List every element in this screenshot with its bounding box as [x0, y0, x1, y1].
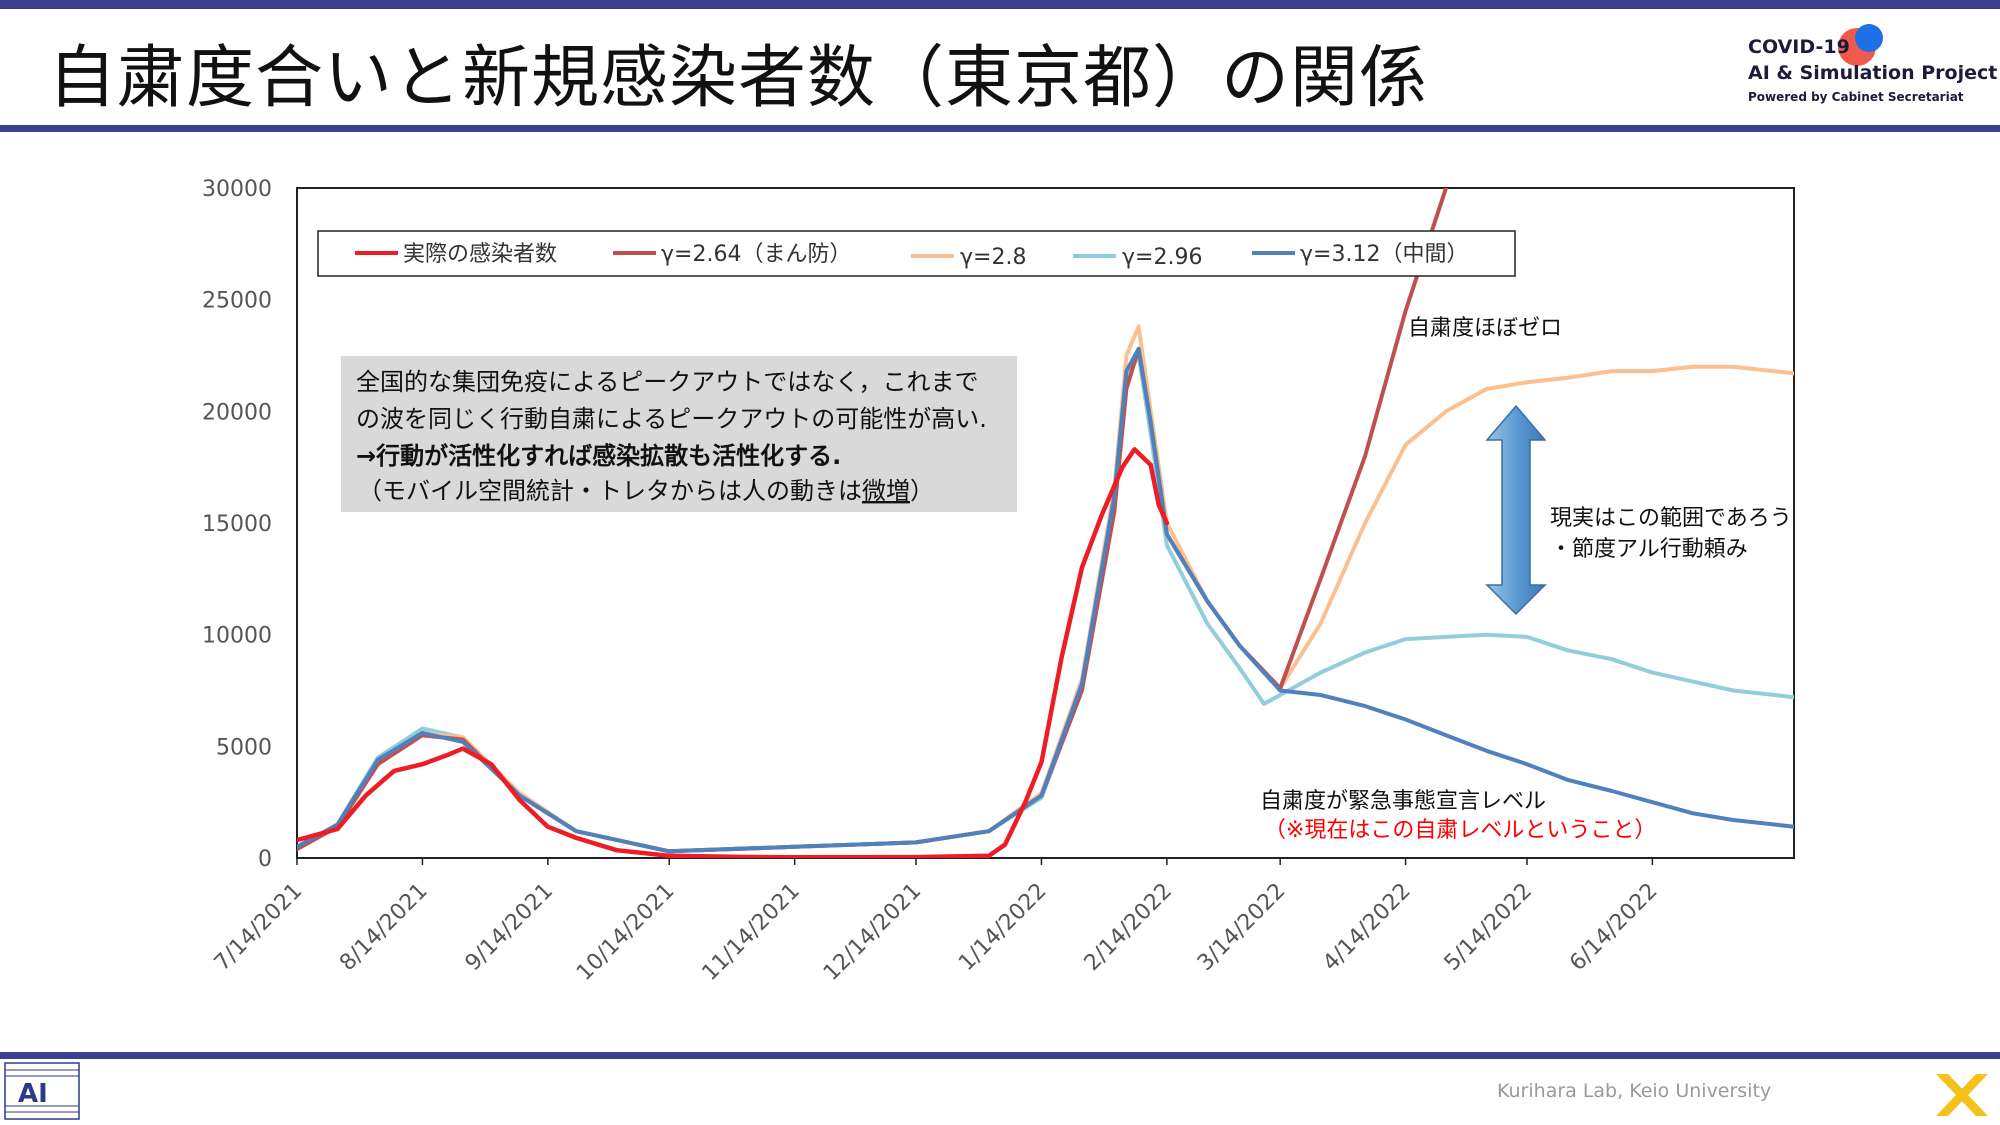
y-tick-label: 25000 [202, 289, 272, 314]
lab-logo-icon: AI [4, 1062, 80, 1120]
page-title: 自粛度合いと新規感染者数（東京都）の関係 [48, 39, 1429, 118]
x-tick-label: 11/14/2021 [698, 879, 805, 986]
annotation-emergency-line2: （※現在はこの自粛レベルということ） [1264, 818, 1656, 843]
explanation-line4-pre: （モバイル空間統計・トレタからは人の動きは [358, 477, 862, 505]
explanation-line4: （モバイル空間統計・トレタからは人の動きは微増） [358, 477, 934, 505]
x-tick-label: 1/14/2022 [954, 879, 1051, 976]
y-tick-label: 10000 [202, 624, 272, 649]
series-line-g312 [297, 346, 1794, 854]
footer-divider [0, 1052, 2000, 1059]
x-tick-label: 5/14/2022 [1440, 879, 1537, 976]
chart: 0 5000 10000 15000 20000 25000 30000 7/14/2021… [202, 177, 1795, 986]
header-divider [0, 125, 2000, 132]
series-group [297, 188, 1794, 858]
explanation-line1: 全国的な集団免疫によるピークアウトではなく，これまで [356, 368, 979, 396]
y-tick-label: 15000 [202, 512, 272, 537]
brand-line2: AI & Simulation Project [1748, 62, 1998, 84]
y-axis: 0 5000 10000 15000 20000 25000 30000 [202, 177, 272, 872]
series-line-actual [297, 447, 1170, 858]
x-tick-label: 2/14/2022 [1080, 879, 1177, 976]
y-tick-label: 5000 [216, 735, 272, 760]
x-tick-label: 6/14/2022 [1565, 879, 1662, 976]
annotation-zero-restraint: 自粛度ほぼゼロ [1408, 316, 1562, 341]
legend-label-actual: 実際の感染者数 [403, 242, 557, 267]
x-tick-label: 4/14/2022 [1318, 879, 1415, 976]
explanation-box: 全国的な集団免疫によるピークアウトではなく，これまで の波を同じく行動自粛による… [341, 356, 1017, 512]
cross-logo-icon [1936, 1074, 1988, 1116]
top-bar [0, 0, 2000, 9]
legend-label-g312: γ=3.12（中間） [1300, 242, 1468, 267]
svg-text:AI: AI [18, 1079, 48, 1109]
x-tick-label: 12/14/2021 [819, 879, 926, 986]
plot-area [296, 187, 1795, 859]
legend-label-g296: γ=2.96 [1122, 245, 1202, 270]
legend: 実際の感染者数 γ=2.64（まん防） γ=2.8 γ=2.96 γ=3.12（… [317, 230, 1516, 277]
y-tick-label: 20000 [202, 400, 272, 425]
x-tick-label: 10/14/2021 [572, 879, 679, 986]
brand-block: COVID-19 AI & Simulation Project Powered… [1748, 36, 1997, 104]
annotation-range-line2: ・節度アル行動頼み [1550, 537, 1748, 562]
explanation-line4-post: ） [910, 477, 934, 505]
y-tick-label: 0 [258, 847, 272, 872]
explanation-line3: →行動が活性化すれば感染拡散も活性化する. [356, 442, 841, 470]
range-double-arrow-icon [1485, 404, 1547, 616]
x-tick-label: 9/14/2021 [461, 879, 558, 976]
explanation-line4-underlined: 微増 [862, 477, 910, 505]
explanation-line2: の波を同じく行動自粛によるピークアウトの可能性が高い. [356, 405, 987, 433]
legend-box [317, 230, 1516, 277]
annotation-range-line1: 現実はこの範囲であろう [1550, 506, 1792, 531]
legend-label-g264: γ=2.64（まん防） [661, 242, 851, 267]
x-tick-label: 7/14/2021 [210, 879, 307, 976]
annotation-emergency-line1: 自粛度が緊急事態宣言レベル [1260, 789, 1546, 814]
x-tick-label: 8/14/2021 [335, 879, 432, 976]
brand-line1: COVID-19 [1748, 36, 1850, 58]
brand-line3: Powered by Cabinet Secretariat [1748, 90, 1964, 104]
explanation-box-bg [341, 356, 1017, 512]
footer-credit: Kurihara Lab, Keio University [1497, 1080, 1772, 1102]
x-axis: 7/14/2021 8/14/2021 9/14/2021 10/14/2021 11/… [210, 858, 1663, 986]
y-tick-label: 30000 [202, 177, 272, 202]
x-tick-label: 3/14/2022 [1193, 879, 1290, 976]
brand-blue-dot-icon [1855, 24, 1883, 52]
legend-label-g28: γ=2.8 [960, 245, 1026, 270]
